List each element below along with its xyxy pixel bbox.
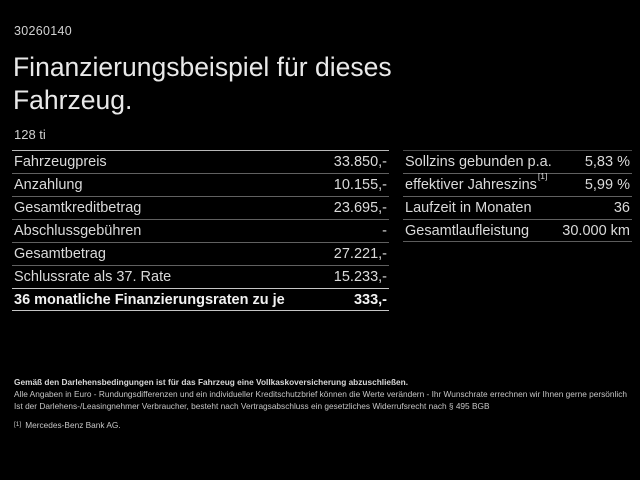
row-label: Fahrzeugpreis bbox=[14, 154, 107, 170]
footnote-text: Mercedes-Benz Bank AG. bbox=[25, 420, 121, 430]
row-label: Sollzins gebunden p.a. bbox=[405, 154, 552, 170]
legal-footer: Gemäß den Darlehensbedingungen ist für d… bbox=[14, 376, 627, 433]
page-title-line-1: Finanzierungsbeispiel für dieses bbox=[13, 52, 392, 82]
footnote-ref: [1] bbox=[537, 171, 548, 182]
table-row: Laufzeit in Monaten 36 bbox=[403, 196, 632, 219]
page-title-line-2: Fahrzeug. bbox=[13, 85, 133, 115]
footnote-marker: [1] bbox=[14, 421, 22, 428]
row-value: 5,99 % bbox=[584, 177, 630, 193]
table-row: Gesamtbetrag 27.221,- bbox=[12, 242, 389, 265]
row-value: 23.695,- bbox=[333, 200, 387, 216]
row-value: 27.221,- bbox=[333, 246, 387, 262]
table-row: Gesamtkreditbetrag 23.695,- bbox=[12, 196, 389, 219]
page-title: Finanzierungsbeispiel für dieses Fahrzeu… bbox=[13, 51, 392, 117]
row-label: Gesamtbetrag bbox=[14, 246, 106, 262]
finance-details: Fahrzeugpreis 33.850,- Anzahlung 10.155,… bbox=[12, 150, 632, 311]
table-row: Fahrzeugpreis 33.850,- bbox=[12, 150, 389, 173]
row-value: 33.850,- bbox=[333, 154, 387, 170]
row-value: 15.233,- bbox=[333, 269, 387, 285]
table-row: Gesamtlaufleistung 30.000 km bbox=[403, 219, 632, 242]
row-label: Gesamtkreditbetrag bbox=[14, 200, 142, 216]
row-value: 333,- bbox=[353, 291, 387, 308]
row-label: Gesamtlaufleistung bbox=[405, 222, 530, 239]
conditions-table: Sollzins gebunden p.a. 5,83 % effektiver… bbox=[403, 150, 632, 311]
table-row: Sollzins gebunden p.a. 5,83 % bbox=[403, 150, 632, 173]
model-label: 128 ti bbox=[14, 127, 46, 142]
row-value: 5,83 % bbox=[584, 154, 630, 170]
table-row: Anzahlung 10.155,- bbox=[12, 173, 389, 196]
footer-insurance-note: Gemäß den Darlehensbedingungen ist für d… bbox=[14, 377, 409, 387]
table-row: Schlussrate als 37. Rate 15.233,- bbox=[12, 265, 389, 288]
vehicle-id: 30260140 bbox=[14, 24, 73, 38]
row-value: 10.155,- bbox=[333, 177, 387, 193]
table-row-monthly-rate: 36 monatliche Finanzierungsraten zu je 3… bbox=[12, 288, 389, 311]
footer-disclaimer-line-1: Alle Angaben in Euro - Rundungsdifferenz… bbox=[14, 389, 627, 399]
row-label: Anzahlung bbox=[14, 177, 83, 193]
footer-disclaimer-line-2: Ist der Darlehens-/Leasingnehmer Verbrau… bbox=[14, 401, 490, 411]
row-label-text: effektiver Jahreszins bbox=[405, 177, 537, 193]
row-value: 30.000 km bbox=[562, 222, 630, 239]
row-label: Abschlussgebühren bbox=[14, 223, 142, 239]
row-value: - bbox=[382, 223, 387, 239]
row-label: effektiver Jahreszins[1] bbox=[405, 172, 547, 193]
finance-table: Fahrzeugpreis 33.850,- Anzahlung 10.155,… bbox=[12, 150, 389, 311]
row-label: 36 monatliche Finanzierungsraten zu je bbox=[14, 291, 285, 308]
table-row: effektiver Jahreszins[1] 5,99 % bbox=[403, 172, 632, 196]
row-value: 36 bbox=[613, 200, 630, 216]
row-label: Laufzeit in Monaten bbox=[405, 200, 532, 216]
row-label: Schlussrate als 37. Rate bbox=[14, 269, 172, 285]
table-row: Abschlussgebühren - bbox=[12, 219, 389, 242]
footnote: [1] Mercedes-Benz Bank AG. bbox=[14, 419, 627, 433]
